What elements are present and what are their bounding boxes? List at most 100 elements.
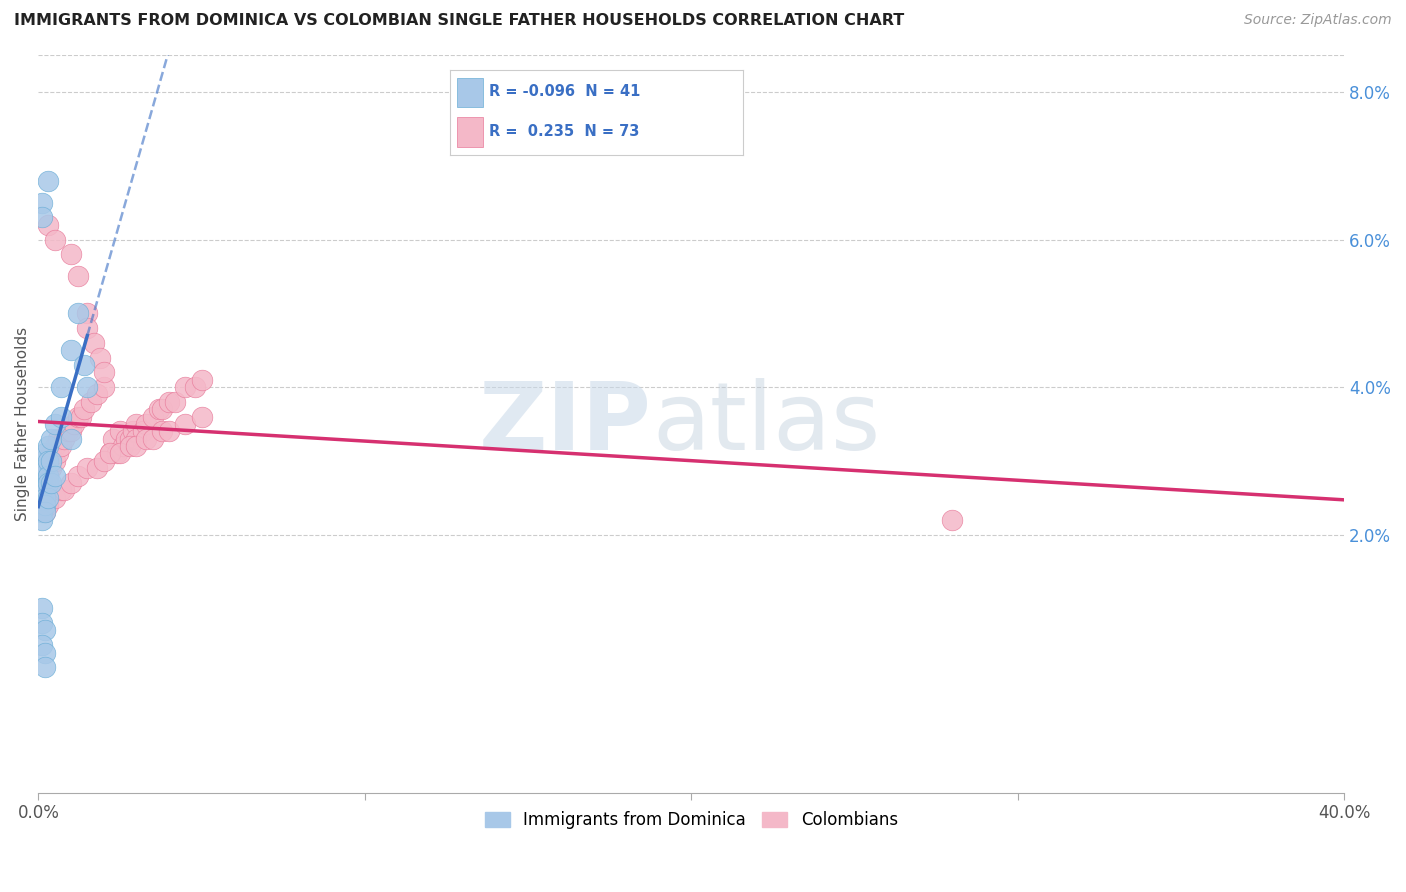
Y-axis label: Single Father Households: Single Father Households	[15, 326, 30, 521]
Point	[157, 424, 180, 438]
Point	[190, 373, 212, 387]
Point	[79, 394, 101, 409]
Point	[112, 439, 135, 453]
Point	[125, 417, 148, 431]
Point	[157, 394, 180, 409]
Point	[34, 483, 56, 498]
Point	[37, 468, 59, 483]
Point	[41, 475, 63, 490]
Point	[103, 432, 125, 446]
Point	[31, 513, 53, 527]
Point	[51, 409, 73, 424]
Point	[44, 491, 66, 505]
Point	[31, 468, 53, 483]
Point	[59, 475, 82, 490]
Point	[59, 343, 82, 358]
Point	[118, 439, 141, 453]
Point	[73, 358, 96, 372]
Point	[34, 446, 56, 460]
Point	[51, 483, 73, 498]
Point	[37, 491, 59, 505]
Point	[34, 660, 56, 674]
Point	[66, 306, 89, 320]
Point	[150, 402, 173, 417]
Point	[34, 483, 56, 498]
Point	[89, 351, 111, 365]
Point	[118, 432, 141, 446]
Point	[122, 424, 145, 438]
Text: IMMIGRANTS FROM DOMINICA VS COLOMBIAN SINGLE FATHER HOUSEHOLDS CORRELATION CHART: IMMIGRANTS FROM DOMINICA VS COLOMBIAN SI…	[14, 13, 904, 29]
Text: atlas: atlas	[652, 378, 880, 470]
Point	[165, 394, 187, 409]
Point	[190, 409, 212, 424]
Point	[142, 432, 165, 446]
Point	[37, 439, 59, 453]
Point	[174, 417, 197, 431]
Point	[59, 424, 82, 438]
Point	[135, 432, 157, 446]
Point	[98, 446, 121, 460]
Point	[41, 454, 63, 468]
Point	[37, 454, 59, 468]
Point	[51, 380, 73, 394]
Point	[34, 468, 56, 483]
Point	[142, 409, 165, 424]
Point	[46, 432, 69, 446]
Point	[51, 439, 73, 453]
Point	[93, 380, 115, 394]
Point	[37, 475, 59, 490]
Point	[44, 454, 66, 468]
Point	[125, 439, 148, 453]
Legend: Immigrants from Dominica, Colombians: Immigrants from Dominica, Colombians	[478, 805, 904, 836]
Point	[44, 233, 66, 247]
Point	[56, 424, 79, 438]
Point	[37, 454, 59, 468]
Point	[76, 380, 98, 394]
Point	[31, 615, 53, 630]
Point	[174, 380, 197, 394]
Point	[31, 211, 53, 225]
Point	[31, 475, 53, 490]
Point	[31, 454, 53, 468]
Point	[76, 306, 98, 320]
Point	[59, 247, 82, 261]
Point	[76, 321, 98, 335]
Point	[98, 446, 121, 460]
Point	[41, 461, 63, 475]
Point	[93, 365, 115, 379]
Point	[31, 505, 53, 519]
Point	[66, 269, 89, 284]
Point	[31, 491, 53, 505]
Point	[41, 432, 63, 446]
Point	[53, 483, 76, 498]
Point	[66, 468, 89, 483]
Point	[44, 439, 66, 453]
Point	[37, 498, 59, 512]
Point	[41, 446, 63, 460]
Point	[86, 461, 108, 475]
Text: Source: ZipAtlas.com: Source: ZipAtlas.com	[1244, 13, 1392, 28]
Point	[86, 387, 108, 401]
Point	[69, 409, 91, 424]
Text: ZIP: ZIP	[479, 378, 652, 470]
Point	[66, 409, 89, 424]
Point	[34, 505, 56, 519]
Point	[93, 454, 115, 468]
Point	[63, 417, 86, 431]
Point	[125, 432, 148, 446]
Point	[46, 446, 69, 460]
Point	[115, 432, 138, 446]
Point	[34, 461, 56, 475]
Point	[34, 475, 56, 490]
Point	[37, 468, 59, 483]
Point	[31, 491, 53, 505]
Point	[34, 498, 56, 512]
Point	[184, 380, 207, 394]
Point	[37, 218, 59, 232]
Point	[37, 173, 59, 187]
Point	[132, 424, 155, 438]
Point	[44, 417, 66, 431]
Point	[34, 624, 56, 638]
Point	[108, 446, 131, 460]
Point	[53, 432, 76, 446]
